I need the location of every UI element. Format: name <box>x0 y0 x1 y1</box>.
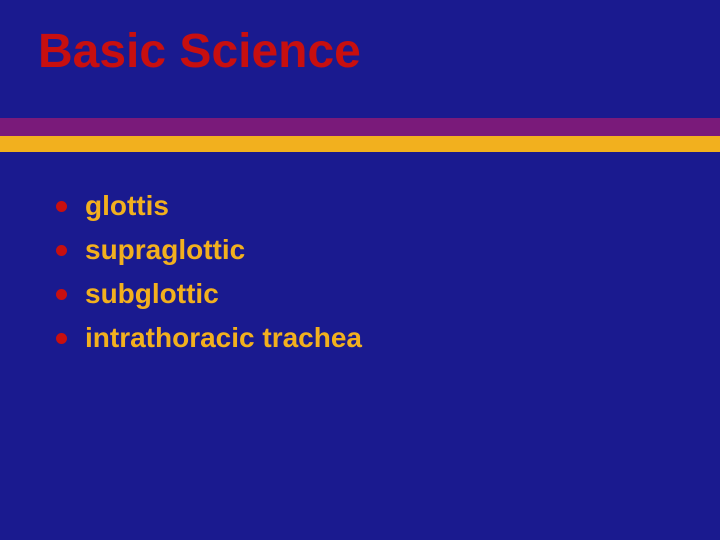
bullet-icon <box>56 289 67 300</box>
list-item: supraglottic <box>56 228 362 272</box>
list-item-label: glottis <box>85 190 169 222</box>
bullet-icon <box>56 201 67 212</box>
slide: Basic Science glottis supraglottic subglot… <box>0 0 720 540</box>
slide-title: Basic Science <box>38 24 361 79</box>
list-item-label: intrathoracic trachea <box>85 322 362 354</box>
list-item: subglottic <box>56 272 362 316</box>
stripe-purple <box>0 118 720 136</box>
bullet-icon <box>56 333 67 344</box>
bullet-list: glottis supraglottic subglottic intrathorac… <box>56 184 362 360</box>
list-item-label: supraglottic <box>85 234 245 266</box>
list-item: intrathoracic trachea <box>56 316 362 360</box>
stripe-orange <box>0 136 720 152</box>
bullet-icon <box>56 245 67 256</box>
list-item-label: subglottic <box>85 278 219 310</box>
list-item: glottis <box>56 184 362 228</box>
